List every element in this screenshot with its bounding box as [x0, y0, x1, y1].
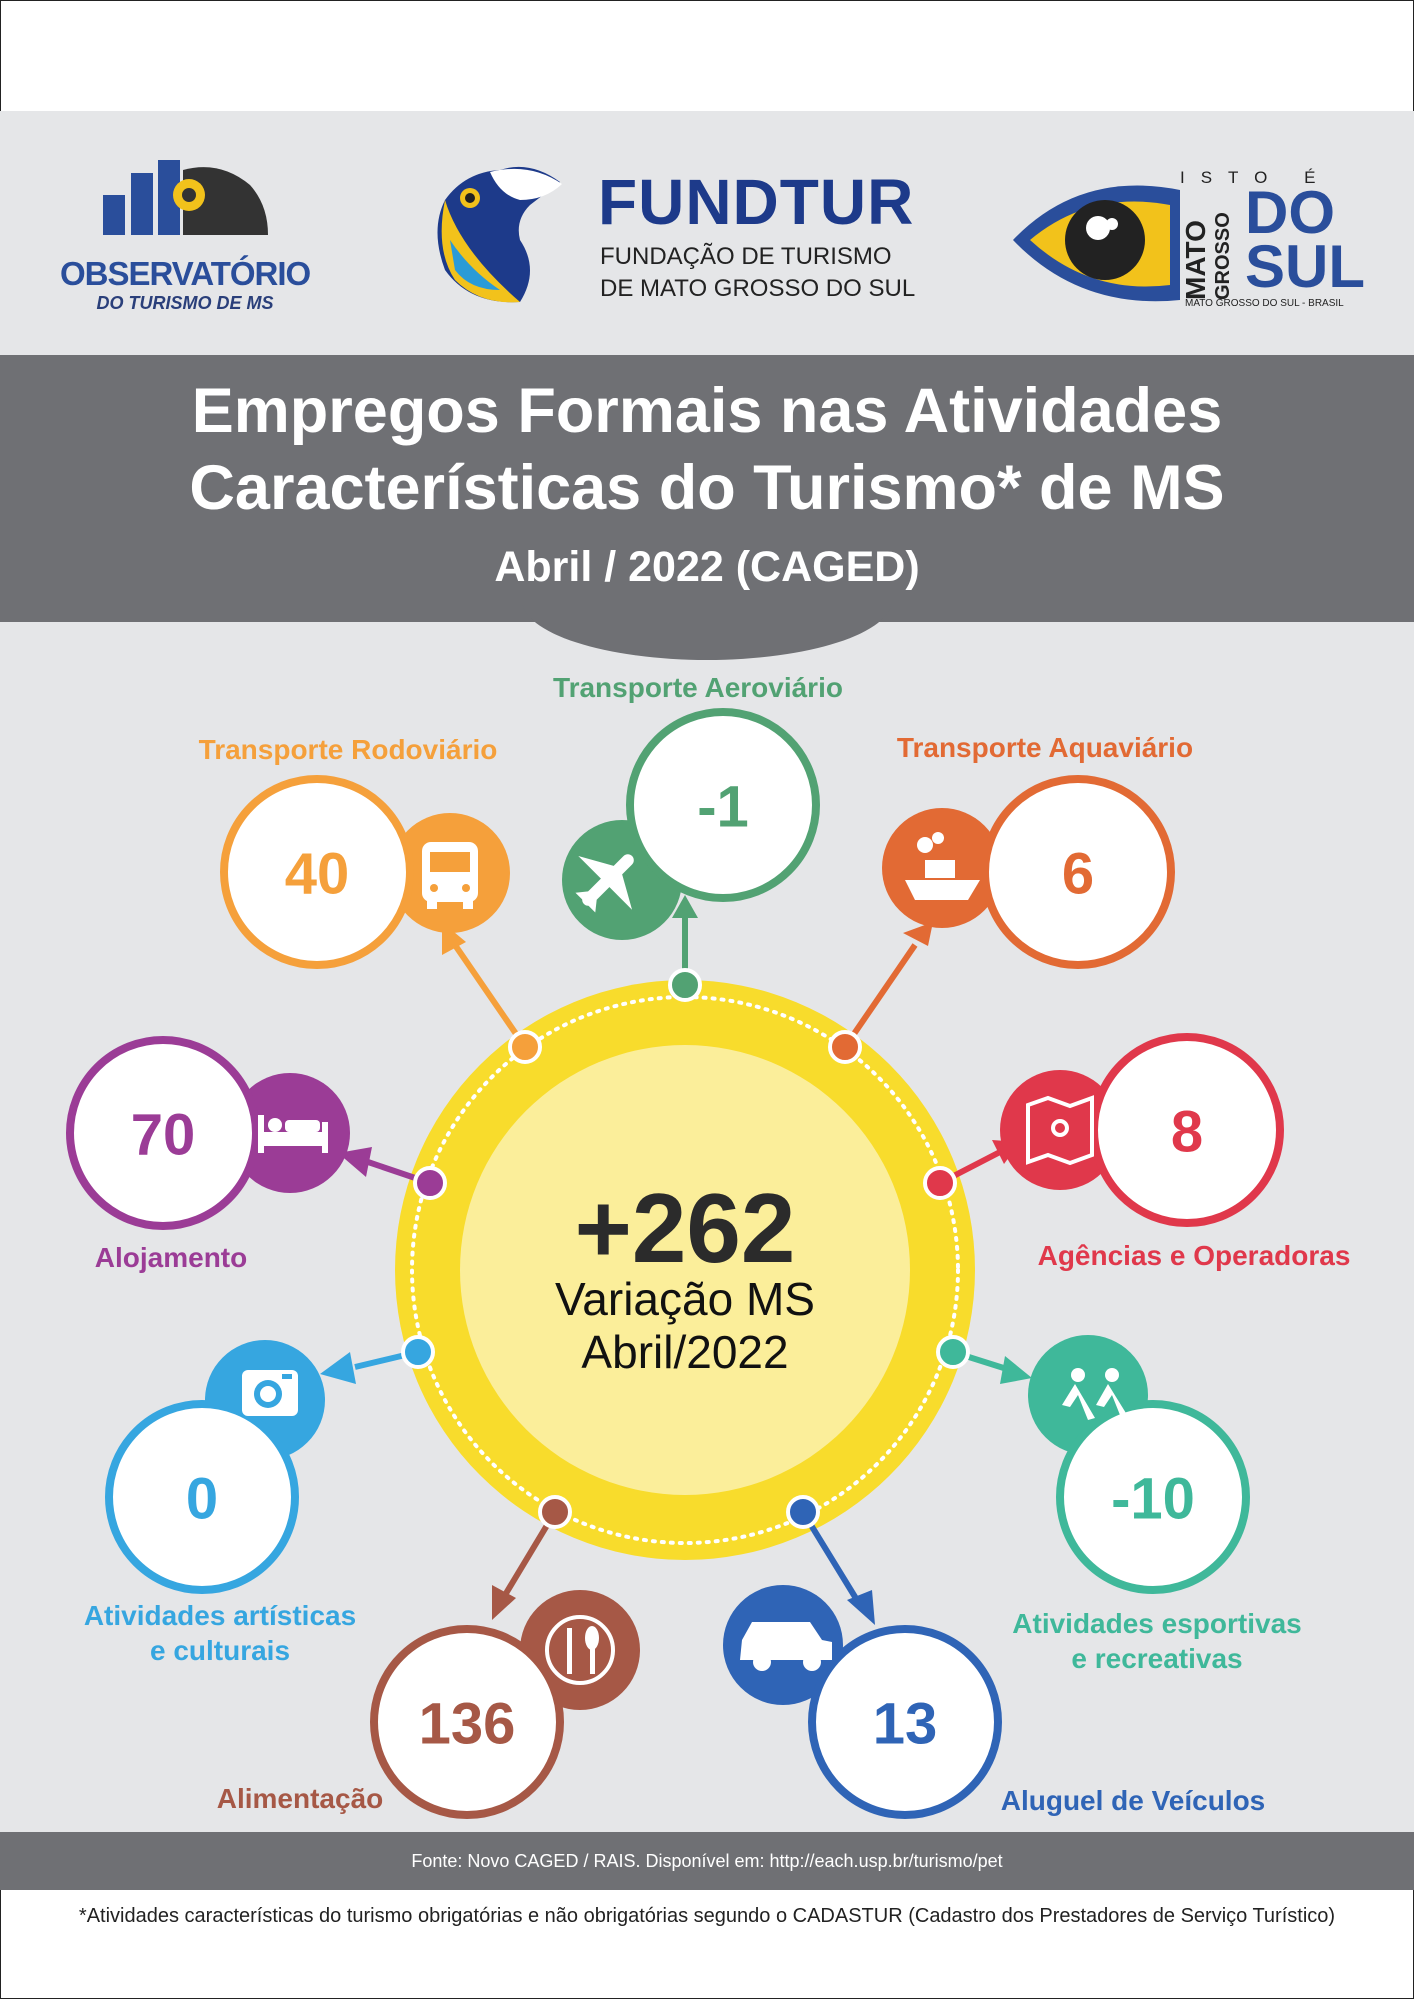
observatorio-subtitle: DO TURISMO DE MS — [96, 293, 274, 313]
value-artisticas: 0 — [185, 1466, 219, 1532]
activity-rodoviario — [220, 775, 542, 1064]
bus-icon — [422, 842, 478, 909]
activity-alimentacao — [370, 1495, 640, 1819]
fork-knife-icon — [545, 1615, 615, 1685]
brand-do: DO — [1245, 179, 1335, 246]
ship-icon — [905, 832, 980, 900]
center-caption-line2: Abril/2022 — [581, 1326, 789, 1378]
value-alimentacao: 136 — [418, 1691, 516, 1757]
bed-icon — [258, 1115, 328, 1153]
label-aquaviario: Transporte Aquaviário — [896, 732, 1194, 763]
value-aquaviario: 6 — [1061, 841, 1095, 907]
activity-aluguel — [723, 1495, 1002, 1819]
airplane-icon — [575, 854, 634, 913]
label-rodoviario: Transporte Rodoviário — [198, 734, 498, 765]
activity-esportivas — [936, 1335, 1250, 1594]
activity-aquaviario — [828, 775, 1175, 1064]
title-line2: Características do Turismo* de MS — [189, 453, 1225, 523]
footnote: *Atividades características do turismo o… — [78, 1905, 1336, 1927]
title-band — [0, 355, 1414, 622]
value-agencias: 8 — [1170, 1099, 1204, 1165]
value-alojamento: 70 — [130, 1102, 196, 1168]
eye-logo — [1013, 185, 1180, 302]
center-caption-line1: Variação MS — [555, 1273, 815, 1325]
value-aeroviario: -1 — [697, 774, 749, 840]
activity-artisticas — [105, 1335, 435, 1594]
camera-icon — [242, 1370, 298, 1416]
title-period: Abril / 2022 (CAGED) — [494, 543, 920, 591]
fundtur-bird-logo — [437, 166, 562, 303]
source-text: Fonte: Novo CAGED / RAIS. Disponível em:… — [411, 1850, 1003, 1871]
fundtur-line1: FUNDAÇÃO DE TURISMO — [600, 243, 892, 270]
label-esportivas-line2: e recreativas — [1071, 1643, 1243, 1674]
fundtur-line2: DE MATO GROSSO DO SUL — [600, 275, 916, 302]
activity-aeroviario — [562, 708, 820, 1002]
activity-agencias — [923, 1033, 1284, 1227]
label-esportivas-line1: Atividades esportivas — [1012, 1608, 1302, 1639]
source-bar: Fonte: Novo CAGED / RAIS. Disponível em:… — [0, 1832, 1414, 1890]
value-esportivas: -10 — [1111, 1466, 1195, 1532]
value-rodoviario: 40 — [284, 841, 350, 907]
label-artisticas-line2: e culturais — [149, 1635, 291, 1666]
activity-alojamento — [66, 1036, 447, 1230]
label-artisticas-line1: Atividades artísticas — [83, 1600, 357, 1631]
map-icon — [1026, 1095, 1094, 1166]
observatorio-logo — [103, 160, 268, 235]
label-aluguel: Aluguel de Veículos — [1000, 1785, 1266, 1816]
title-line1: Empregos Formais nas Atividades — [191, 376, 1223, 446]
brand-subtitle: MATO GROSSO DO SUL - BRASIL — [1185, 298, 1344, 309]
brand-sul: SUL — [1245, 233, 1365, 300]
car-icon — [740, 1622, 832, 1671]
runners-icon — [1062, 1368, 1129, 1420]
fundtur-name: FUNDTUR — [598, 166, 915, 238]
label-alimentacao: Alimentação — [216, 1783, 384, 1814]
brand-isto: ISTO É — [1180, 168, 1332, 187]
label-agencias: Agências e Operadoras — [1037, 1240, 1351, 1271]
value-aluguel: 13 — [872, 1691, 938, 1757]
label-alojamento: Alojamento — [94, 1242, 248, 1273]
center-disc — [460, 1045, 910, 1495]
observatorio-name: OBSERVATÓRIO — [60, 255, 311, 292]
center-value: +262 — [574, 1173, 796, 1283]
label-aeroviario: Transporte Aeroviário — [553, 672, 843, 703]
